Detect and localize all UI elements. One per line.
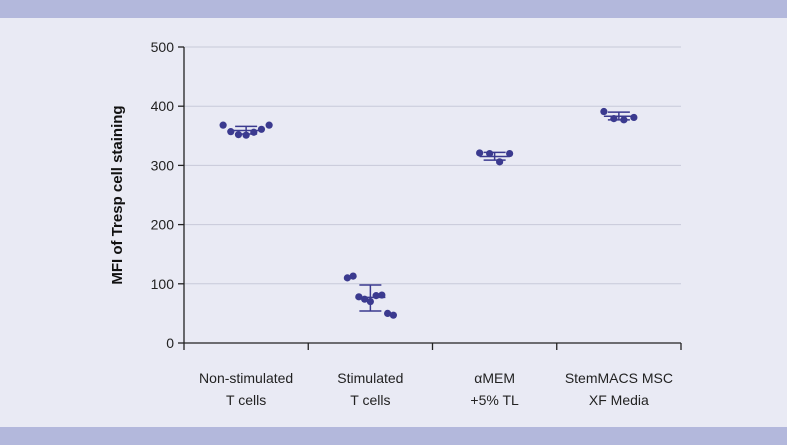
data-group [600,107,638,124]
data-point [389,311,397,319]
category-label: Stimulated [337,370,403,386]
y-tick-label: 200 [151,217,175,233]
data-point [486,149,494,158]
category-label: XF Media [589,392,649,408]
x-axis-ticks [183,343,682,350]
data-point [343,274,351,282]
data-point [384,309,392,317]
data-point [219,121,227,129]
top-band [0,0,787,18]
y-tick-label: 0 [166,335,174,351]
y-tick-label: 300 [151,157,175,173]
data-point [355,293,363,301]
data-point [630,113,638,122]
data-point [378,291,386,299]
category-label: StemMACS MSC [565,370,673,386]
data-point [250,128,258,136]
category-label: T cells [226,392,266,408]
category-label: Non-stimulated [199,370,293,386]
bottom-band [0,427,787,445]
data-point [257,125,266,133]
y-tick-label: 400 [151,98,175,114]
data-point [620,116,628,124]
y-axis-title: MFI of Tresp cell staining [109,105,126,284]
category-labels: Non-stimulated T cells Stimulated T cells αM… [199,370,673,408]
data-point [506,149,514,158]
y-tick-label: 500 [151,39,175,55]
data-point [361,295,369,303]
category-label: T cells [350,392,390,408]
data-point [242,131,250,139]
data-point [372,292,380,300]
y-axis-ticks: 0 100 200 300 400 500 [151,39,184,351]
data-point [600,107,608,116]
data-marks [219,107,638,319]
grid-lines [184,46,681,285]
data-group [219,121,273,139]
y-tick-label: 100 [151,276,175,292]
data-point [234,131,243,139]
category-label: +5% TL [470,392,519,408]
data-point [366,297,374,306]
data-point [349,272,357,280]
data-point [265,121,273,129]
data-group [476,149,514,166]
data-point [496,158,504,166]
data-point [610,115,618,123]
category-label: αMEM [474,370,515,386]
data-point [476,149,484,157]
data-point [227,128,235,136]
data-group [343,272,397,319]
